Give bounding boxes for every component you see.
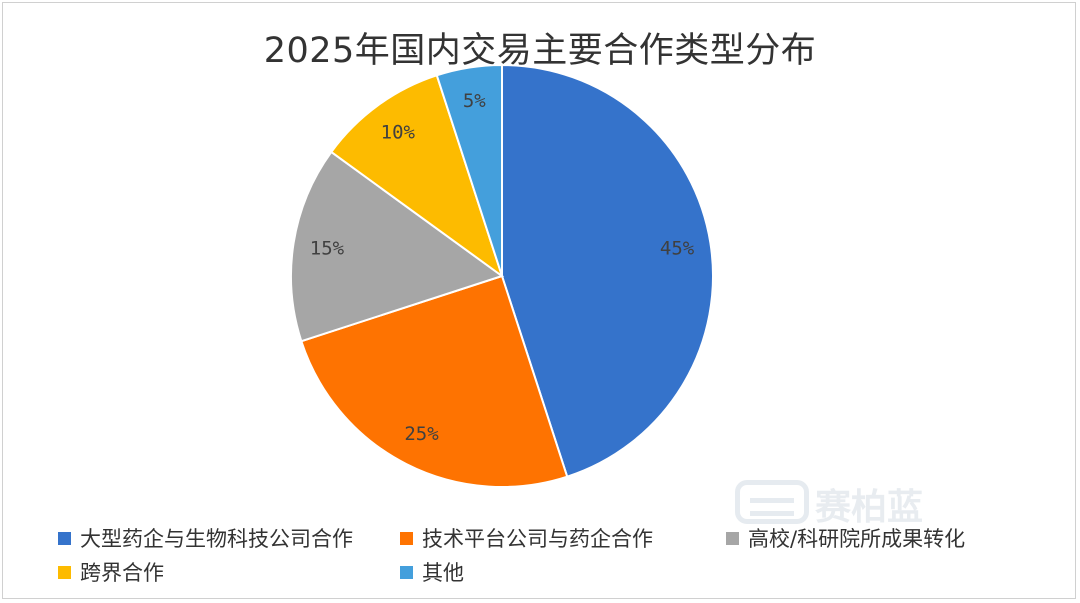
legend-swatch: [58, 531, 71, 545]
pie-slice-cross-industry: [329, 74, 504, 279]
pie-slice-other: [435, 63, 503, 277]
watermark-logo-icon: [735, 480, 809, 524]
data-label-tech-platform: 25%: [404, 423, 439, 445]
legend-swatch: [400, 565, 413, 579]
chart-legend: 大型药企与生物科技公司合作 技术平台公司与药企合作 高校/科研院所成果转化 跨界…: [58, 525, 1038, 585]
watermark-text: 赛柏蓝: [815, 487, 924, 528]
legend-label: 其他: [422, 561, 464, 585]
legend-swatch: [58, 565, 71, 579]
legend-label: 大型药企与生物科技公司合作: [80, 527, 353, 551]
legend-swatch: [726, 531, 739, 545]
data-label-university-transfer: 15%: [310, 237, 345, 259]
legend-item-university-transfer: 高校/科研院所成果转化: [726, 525, 1026, 551]
legend-label: 跨界合作: [80, 561, 164, 585]
pie-slices: [290, 63, 714, 488]
data-label-cross-industry: 10%: [381, 122, 416, 144]
legend-item-other: 其他: [400, 559, 726, 585]
chart-title: 2025年国内交易主要合作类型分布: [263, 31, 817, 71]
pie-slice-university-transfer: [290, 150, 505, 343]
legend-swatch: [400, 531, 413, 545]
data-label-other: 5%: [463, 90, 486, 112]
legend-item-cross-industry: 跨界合作: [58, 559, 400, 585]
legend-item-tech-platform: 技术平台公司与药企合作: [400, 525, 726, 551]
legend-label: 高校/科研院所成果转化: [748, 527, 966, 551]
legend-item-pharma-biotech: 大型药企与生物科技公司合作: [58, 525, 400, 551]
pie-slice-tech-platform: [300, 274, 569, 488]
data-label-pharma-biotech: 45%: [660, 237, 695, 259]
pie-data-labels: 45% 25% 15% 10% 5%: [310, 90, 695, 445]
legend-label: 技术平台公司与药企合作: [422, 527, 653, 551]
pie-slice-pharma-biotech: [501, 63, 714, 478]
